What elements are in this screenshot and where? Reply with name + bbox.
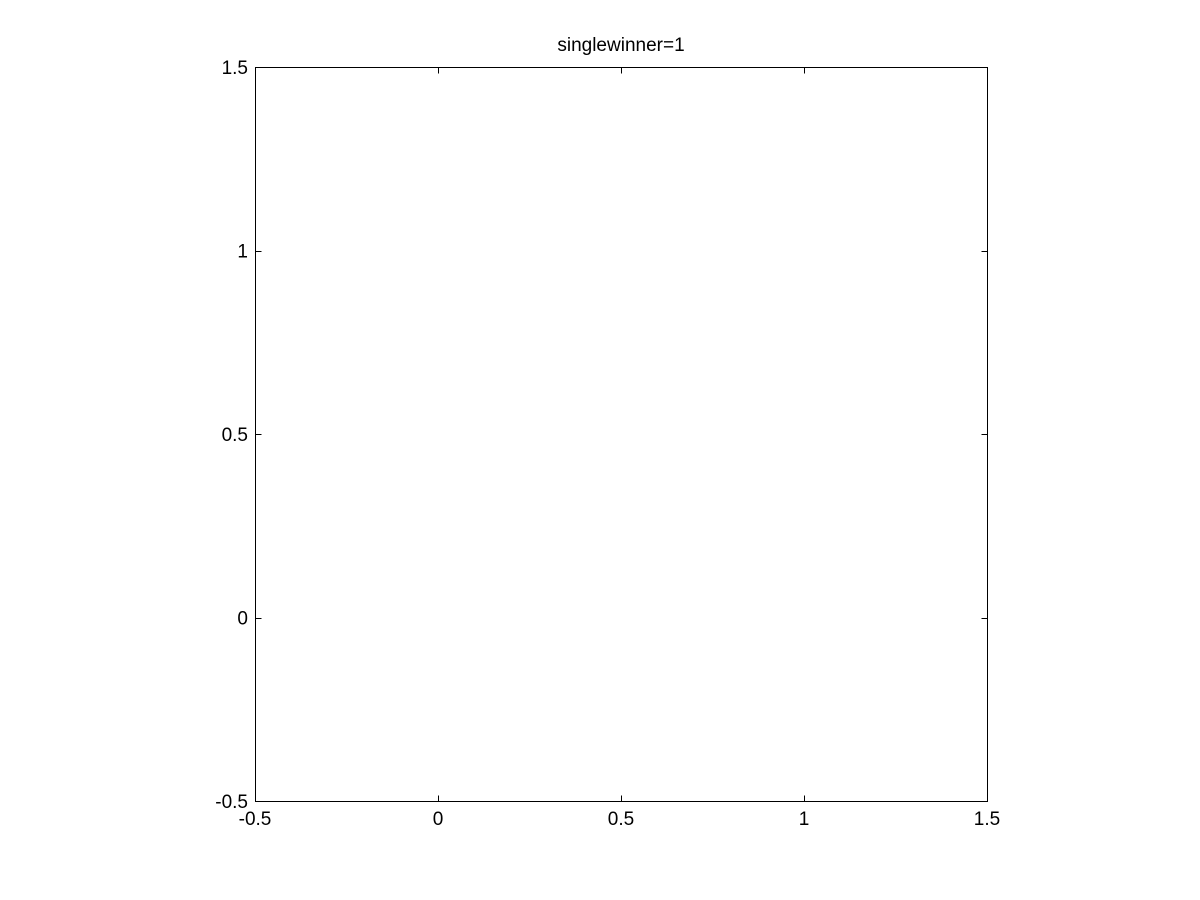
y-tick-label: 1.5 [222, 58, 248, 79]
axes: -0.5 0 0.5 1 1.5 -0.5 0 0.5 1 1.5 [215, 58, 1000, 830]
chart-title: singlewinner=1 [557, 35, 684, 56]
y-tick-label: -0.5 [215, 792, 248, 813]
x-tick-label: 0 [433, 809, 444, 830]
y-axis-ticks: -0.5 0 0.5 1 1.5 [215, 58, 988, 813]
y-tick-label: 0.5 [222, 425, 248, 446]
y-tick-label: 1 [237, 242, 248, 263]
x-tick-label: 1 [799, 809, 810, 830]
x-tick-label: 1.5 [974, 809, 1000, 830]
y-tick-label: 0 [237, 609, 248, 630]
x-tick-label: 0.5 [608, 809, 634, 830]
x-tick-label: -0.5 [239, 809, 272, 830]
axes-box [255, 67, 988, 802]
x-axis-ticks: -0.5 0 0.5 1 1.5 [239, 67, 1000, 830]
